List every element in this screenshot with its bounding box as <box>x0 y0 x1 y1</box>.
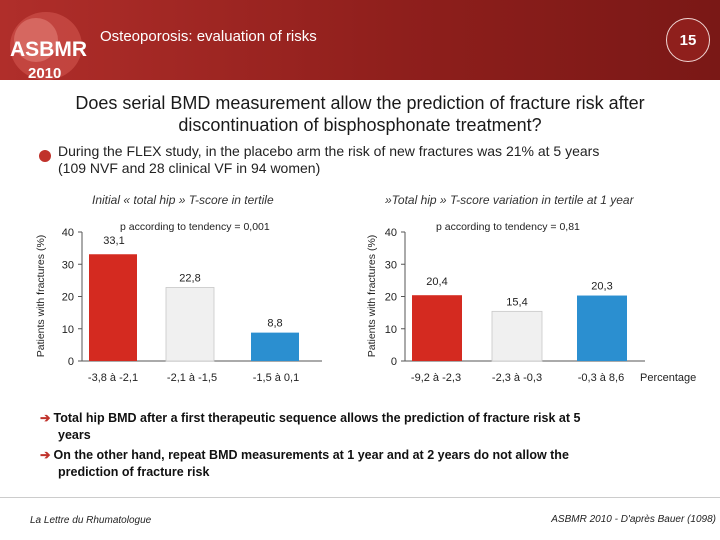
chart1-x-tick-label: -1,5 à 0,1 <box>253 372 299 384</box>
chart2-x-tick-label: -2,3 à -0,3 <box>492 372 542 384</box>
asbmr-logo: ASBMR 2010 <box>10 12 87 82</box>
chart2-bar <box>577 295 627 361</box>
footer-source: La Lettre du Rhumatologue <box>30 515 152 526</box>
footer-divider <box>0 497 720 498</box>
chart2-y-tick-label: 20 <box>385 292 397 304</box>
chart2-x-tick-label: -9,2 à -2,3 <box>411 372 461 384</box>
chart2-y-tick-label: 10 <box>385 324 397 336</box>
chart1-bar <box>251 332 299 361</box>
chart1-bar <box>89 254 137 361</box>
chart2-data-label: 20,4 <box>426 276 447 288</box>
chart2-y-tick-label: 40 <box>385 227 397 239</box>
chart1-x-tick-label: -3,8 à -2,1 <box>88 372 138 384</box>
chart2-bar <box>491 310 543 362</box>
chart1-bar <box>165 287 215 362</box>
chart1-data-label: 33,1 <box>103 235 124 247</box>
conclusion-1: ➔ Total hip BMD after a first therapeutic… <box>40 410 680 444</box>
svg-text:ASBMR: ASBMR <box>10 38 87 61</box>
bullet-text: During the FLEX study, in the placebo ar… <box>58 143 708 177</box>
header-banner <box>0 0 720 80</box>
chart2-x-tick-label: -0,3 à 8,6 <box>578 372 624 384</box>
chart2-data-label: 20,3 <box>591 281 612 293</box>
arrow-right-icon: ➔ <box>40 411 51 425</box>
chart1-data-label: 22,8 <box>179 272 200 284</box>
chart2-x-axis-label: Percentage <box>640 372 696 384</box>
chart2-y-axis-label: Patients with fractures (%) <box>366 235 378 358</box>
page-title-line2: discontinuation of bisphosphonate treatm… <box>178 115 542 135</box>
chart1-data-label: 8,8 <box>267 318 282 330</box>
chart2-bar <box>412 295 462 361</box>
page-title: Does serial BMD measurement allow the pr… <box>20 92 700 136</box>
bullet-line2: (109 NVF and 28 clinical VF in 94 women) <box>58 160 321 176</box>
chart1-y-tick-label: 30 <box>62 259 74 271</box>
bullet-dot-icon <box>39 150 51 162</box>
footer-citation: ASBMR 2010 - D'après Bauer (1098) <box>551 514 716 525</box>
chart1-p-value-annotation: p according to tendency = 0,001 <box>120 221 270 233</box>
chart1-y-tick-label: 20 <box>62 292 74 304</box>
bullet-line1: During the FLEX study, in the placebo ar… <box>58 143 600 159</box>
chart2-p-value-annotation: p according to tendency = 0,81 <box>436 221 580 233</box>
chart2-y-tick-label: 0 <box>391 356 397 368</box>
conclusion-2: ➔ On the other hand, repeat BMD measureme… <box>40 447 680 481</box>
chart1-y-tick-label: 10 <box>62 324 74 336</box>
svg-text:2010: 2010 <box>28 65 61 82</box>
chart1-y-tick-label: 40 <box>62 227 74 239</box>
chart2-title: »Total hip » T-score variation in tertil… <box>385 193 634 207</box>
charts-canvas: 0 10 20 30 40 Patients with fractures (%) 33,1… <box>35 221 696 384</box>
chart2-data-label: 15,4 <box>506 296 527 308</box>
chart1-title: Initial « total hip » T-score in tertile <box>92 193 274 207</box>
page-title-line1: Does serial BMD measurement allow the pr… <box>75 93 645 113</box>
conclusion-2-line2: prediction of fracture risk <box>58 465 210 479</box>
arrow-right-icon: ➔ <box>40 448 51 462</box>
slide-number-badge: 15 <box>666 18 710 62</box>
header-title: Osteoporosis: evaluation of risks <box>100 28 317 45</box>
conclusion-1-line1: Total hip BMD after a first therapeutic … <box>53 411 581 425</box>
conclusion-2-line1: On the other hand, repeat BMD measuremen… <box>53 448 569 462</box>
conclusion-1-line2: years <box>58 428 91 442</box>
chart1-y-tick-label: 0 <box>68 356 74 368</box>
chart2-y-tick-label: 30 <box>385 259 397 271</box>
chart1-y-axis-label: Patients with fractures (%) <box>35 235 47 358</box>
chart1-x-tick-label: -2,1 à -1,5 <box>167 372 217 384</box>
